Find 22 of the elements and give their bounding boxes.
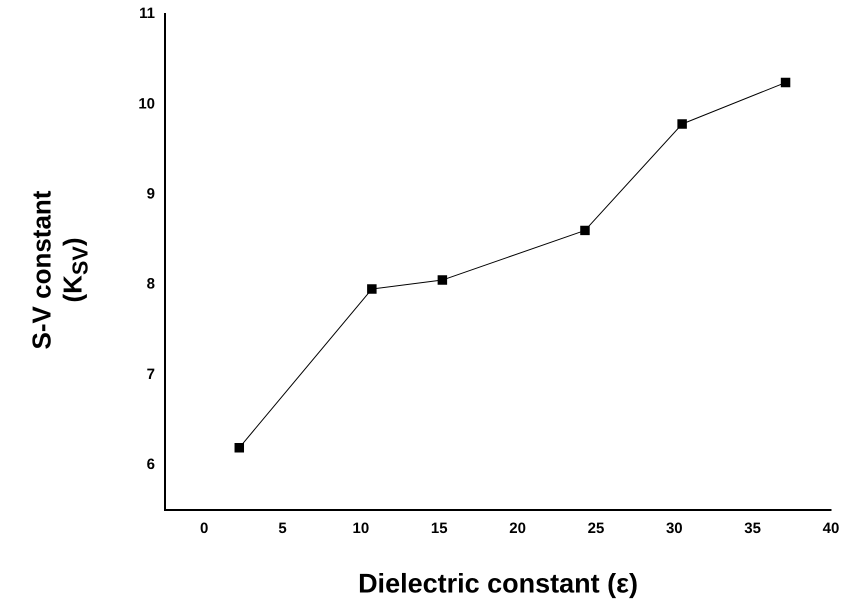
y-tick-label: 10: [138, 95, 155, 112]
point: [677, 119, 687, 129]
x-tick-label: 25: [588, 520, 604, 538]
x-tick-label: 10: [352, 520, 370, 538]
x-tick-label: 30: [666, 520, 683, 538]
y-tick-label: 7: [146, 366, 155, 383]
point: [580, 226, 590, 236]
x-tick-label: 35: [744, 520, 761, 538]
y-tick-label: 6: [146, 456, 155, 474]
x-tick-label: 5: [278, 520, 287, 538]
y-tick-label: 8: [146, 276, 155, 293]
x-tick-label: 40: [822, 520, 840, 538]
x-axis-title: Dielectric constant (ε): [358, 568, 638, 598]
y-tick-label: 11: [139, 5, 155, 22]
x-tick-label: 20: [509, 520, 526, 538]
point: [438, 275, 448, 285]
point: [367, 284, 377, 294]
point: [780, 78, 790, 88]
point: [234, 443, 244, 453]
y-tick-label: 9: [146, 186, 155, 203]
x-tick-label: 0: [200, 520, 208, 538]
x-tick-label: 15: [430, 520, 448, 538]
